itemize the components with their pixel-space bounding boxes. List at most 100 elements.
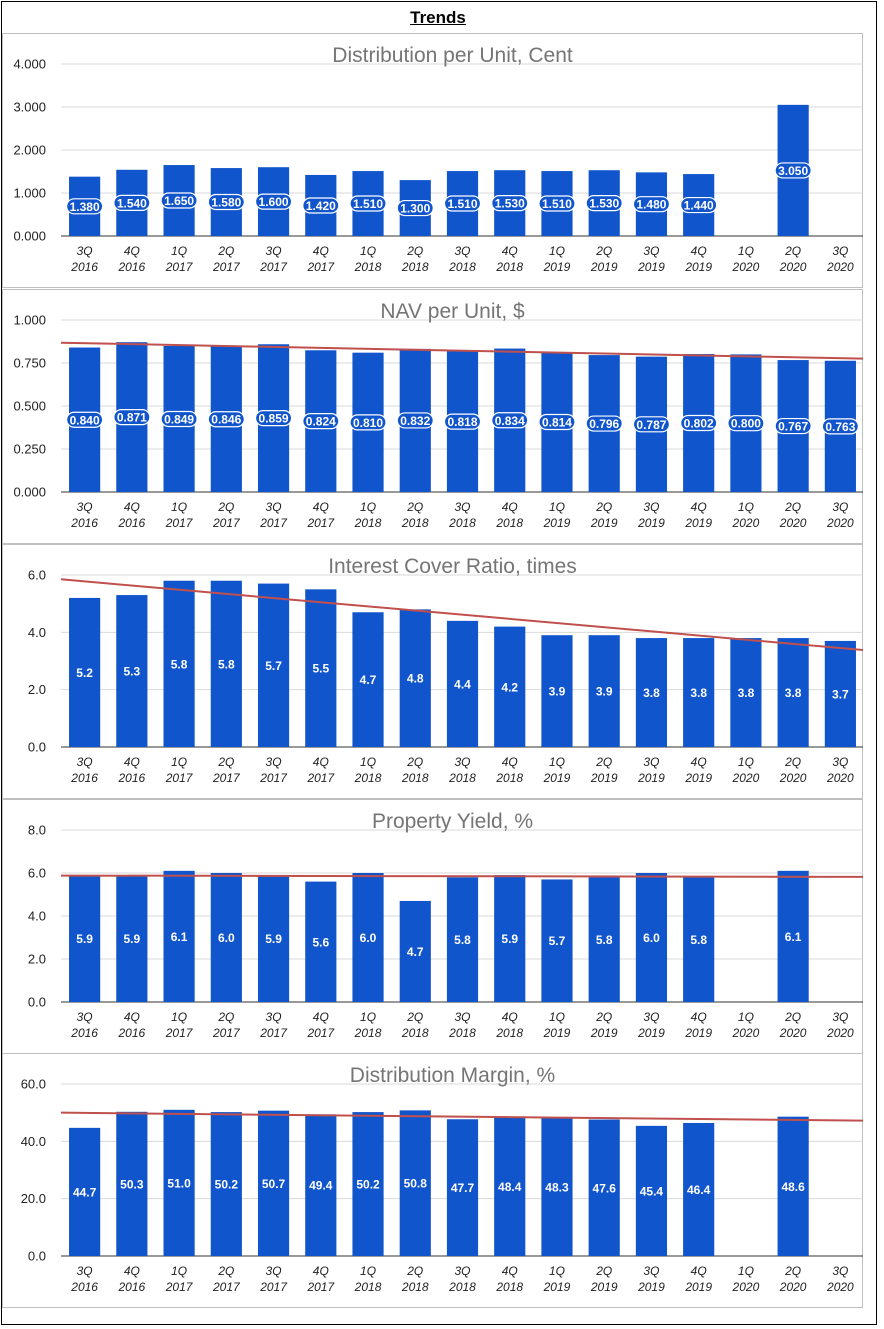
- trend-line: [60, 874, 863, 878]
- data-label-bg: [632, 196, 671, 213]
- x-tick-label: 1Q 2018: [354, 1264, 382, 1294]
- data-label: 51.0: [167, 1176, 191, 1190]
- data-label-bg: [113, 408, 151, 426]
- data-label-bg: [491, 412, 529, 429]
- data-label: 48.3: [545, 1180, 569, 1194]
- x-tick-label: 2Q 2019: [590, 500, 618, 530]
- data-label-bg: [396, 199, 434, 217]
- bar: [352, 1112, 384, 1256]
- data-label: 5.8: [218, 657, 235, 671]
- x-tick-label: 1Q 2018: [354, 500, 382, 530]
- data-label: 1.540: [117, 196, 147, 210]
- bar: [69, 875, 101, 1002]
- data-label-bg: [680, 414, 718, 432]
- data-label: 0.810: [353, 416, 383, 430]
- bar: [541, 1117, 573, 1256]
- data-label: 0.846: [211, 413, 241, 427]
- x-tick-label: 3Q 2018: [448, 1264, 476, 1294]
- trend-line: [60, 578, 863, 652]
- data-label: 1.600: [259, 195, 289, 209]
- bar: [446, 1119, 479, 1256]
- x-tick-label: 3Q 2020: [826, 244, 854, 274]
- x-tick-label: 2Q 2020: [779, 755, 807, 785]
- data-label-bg: [207, 193, 245, 211]
- x-tick-label: 4Q 2016: [118, 500, 146, 530]
- data-label: 3.8: [785, 686, 802, 700]
- data-label: 0.814: [542, 415, 572, 429]
- x-tick-label: 1Q 2020: [732, 1010, 760, 1040]
- bar: [69, 597, 101, 747]
- x-tick-label: 2Q 2018: [401, 244, 429, 274]
- data-label: 5.9: [501, 932, 518, 946]
- bar: [399, 609, 431, 747]
- data-label: 45.4: [640, 1184, 664, 1198]
- data-label: 6.0: [218, 931, 235, 945]
- x-tick-label: 2Q 2020: [779, 500, 807, 530]
- bar: [69, 1127, 101, 1256]
- bar: [163, 580, 195, 747]
- bar: [683, 1122, 715, 1256]
- bar: [541, 879, 573, 1002]
- data-label-bg: [443, 195, 482, 212]
- x-tick-label: 2Q 2019: [590, 1010, 618, 1040]
- y-tick-label: 6.0: [28, 866, 46, 881]
- bar: [446, 620, 479, 747]
- x-tick-label: 4Q 2017: [306, 1010, 335, 1040]
- data-label: 6.0: [360, 931, 377, 945]
- x-tick-label: 3Q 2018: [448, 244, 476, 274]
- x-tick-label: 2Q 2018: [401, 500, 429, 530]
- bar: [210, 1112, 242, 1256]
- y-tick-label: 4.000: [13, 57, 46, 72]
- data-label: 50.7: [262, 1177, 286, 1191]
- data-label: 0.763: [825, 420, 855, 434]
- data-label-bg: [538, 413, 576, 431]
- x-tick-label: 3Q 2020: [826, 755, 854, 785]
- x-tick-label: 1Q 2020: [732, 755, 760, 785]
- bar: [352, 612, 384, 747]
- data-label: 0.787: [636, 418, 666, 432]
- y-tick-label: 2.000: [13, 143, 46, 158]
- x-tick-label: 3Q 2016: [70, 244, 98, 274]
- data-label-bg: [396, 412, 434, 429]
- x-tick-label: 1Q 2017: [165, 244, 194, 274]
- data-label: 1.510: [447, 197, 477, 211]
- data-label-bg: [302, 197, 340, 214]
- x-tick-label: 3Q 2017: [259, 1010, 288, 1040]
- y-tick-label: 2.0: [28, 682, 46, 697]
- data-label: 50.8: [404, 1177, 428, 1191]
- bar: [210, 580, 242, 747]
- x-tick-label: 4Q 2018: [495, 1264, 523, 1294]
- data-label-bg: [349, 414, 387, 431]
- chart-border: [2, 33, 863, 288]
- x-tick-label: 1Q 2018: [354, 755, 382, 785]
- bar: [635, 1125, 668, 1256]
- bar: [494, 626, 526, 747]
- data-label: 0.818: [447, 415, 477, 429]
- page-title: Trends: [410, 8, 466, 27]
- x-tick-label: 2Q 2020: [779, 1264, 807, 1294]
- x-tick-label: 2Q 2019: [590, 755, 618, 785]
- x-tick-label: 4Q 2016: [118, 1264, 146, 1294]
- chart-3: 0.0 2.0 4.0 6.0 Interest Cover Ratio, times 3…: [2, 544, 863, 799]
- bar: [635, 873, 668, 1002]
- chart-4: 0.0 2.0 4.0 6.0 8.0 Property Yield, % 3Q 2016 4Q…: [2, 799, 863, 1054]
- data-label-bg: [113, 194, 151, 211]
- x-tick-label: 1Q 2020: [732, 1264, 760, 1294]
- x-tick-label: 4Q 2019: [684, 755, 712, 785]
- bar: [635, 638, 668, 747]
- x-tick-label: 1Q 2019: [543, 1264, 571, 1294]
- data-label: 6.0: [643, 931, 660, 945]
- data-label-bg: [585, 195, 623, 212]
- x-tick-label: 4Q 2017: [306, 244, 335, 274]
- bar: [446, 877, 479, 1002]
- bar: [588, 635, 620, 747]
- x-tick-label: 3Q 2016: [70, 755, 98, 785]
- data-label: 1.650: [164, 194, 194, 208]
- data-label: 5.7: [549, 934, 566, 948]
- bar: [683, 638, 715, 747]
- x-tick-label: 3Q 2017: [259, 244, 288, 274]
- x-tick-label: 2Q 2017: [212, 1264, 241, 1294]
- trend-line: [60, 341, 863, 360]
- data-label: 50.3: [120, 1177, 144, 1191]
- data-label: 48.4: [498, 1180, 522, 1194]
